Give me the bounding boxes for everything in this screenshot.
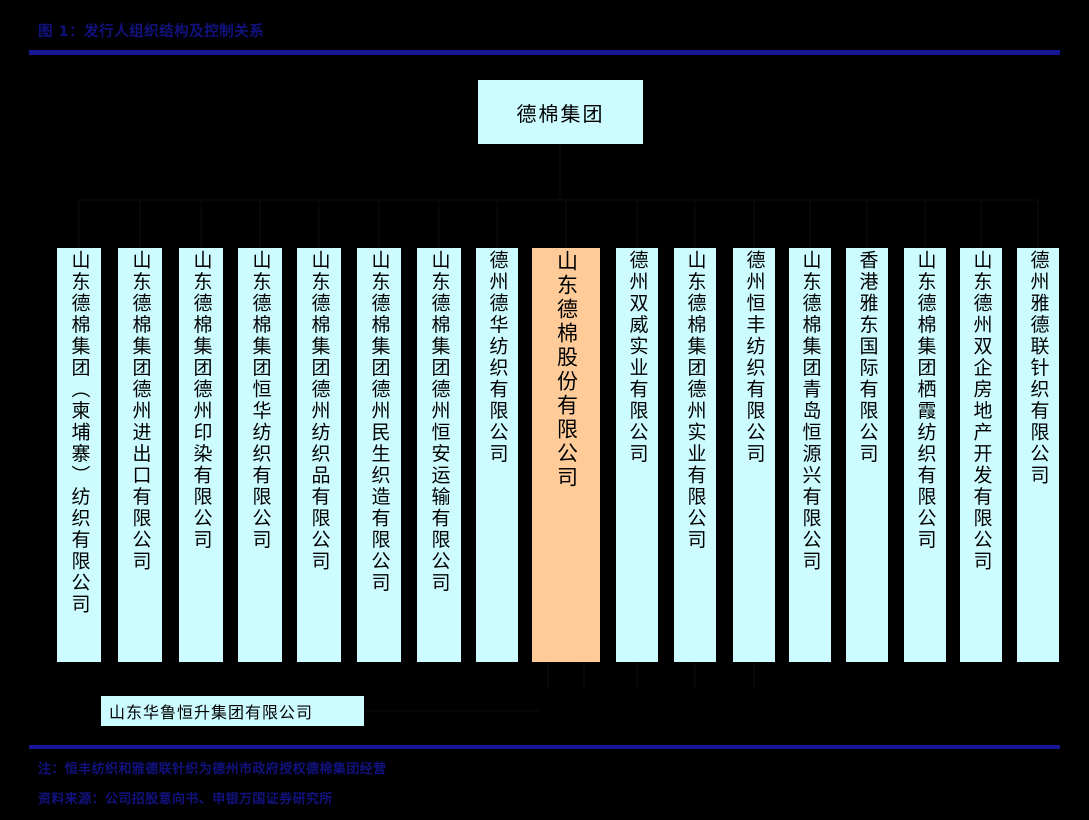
footer-divider	[29, 745, 1060, 749]
org-node-root: 德棉集团	[478, 80, 643, 144]
org-node-subsidiary: 山东德棉集团德州实业有限公司	[674, 248, 716, 662]
org-node-subsidiary: 德州双威实业有限公司	[616, 248, 658, 662]
org-node-subsidiary: 山东德棉集团栖霞纺织有限公司	[904, 248, 946, 662]
org-node-subsidiary: 山东德棉股份有限公司	[532, 248, 600, 662]
org-node-subsidiary-label: 德州恒丰纺织有限公司	[743, 250, 766, 465]
org-node-subsidiary: 山东德州双企房地产开发有限公司	[960, 248, 1002, 662]
org-node-subsidiary-label: 山东德棉集团德州恒安运输有限公司	[428, 250, 451, 594]
org-node-subsidiary: 山东德棉集团德州恒安运输有限公司	[417, 248, 461, 662]
org-node-subsidiary-label: 德州双威实业有限公司	[626, 250, 649, 465]
org-node-bottom: 山东华鲁恒升集团有限公司	[101, 696, 364, 726]
org-node-subsidiary-label: 山东德棉集团德州民生织造有限公司	[368, 250, 391, 594]
footer-note: 注：恒丰纺织和雅德联针织为德州市政府授权德棉集团经营	[38, 762, 387, 777]
org-node-subsidiary: 山东德棉集团德州民生织造有限公司	[357, 248, 401, 662]
org-node-subsidiary-label: 山东德棉集团德州进出口有限公司	[129, 250, 152, 573]
org-node-subsidiary-label: 香港雅东国际有限公司	[856, 250, 879, 465]
org-subsidiary-row: 山东德棉集团（柬埔寨）纺织有限公司 山东德棉集团德州进出口有限公司 山东德棉集团德州…	[0, 248, 1089, 662]
org-node-subsidiary: 山东德棉集团（柬埔寨）纺织有限公司	[57, 248, 101, 662]
footer-source: 资料来源：公司招股意向书、申银万国证券研究所	[38, 792, 333, 807]
org-node-subsidiary: 山东德棉集团德州纺织品有限公司	[297, 248, 341, 662]
org-node-subsidiary-label: 山东德棉集团德州实业有限公司	[684, 250, 707, 551]
org-node-subsidiary-label: 山东德棉集团恒华纺织有限公司	[249, 250, 272, 551]
org-node-subsidiary-label: 德州德华纺织有限公司	[486, 250, 509, 465]
org-node-subsidiary: 山东德棉集团德州印染有限公司	[179, 248, 223, 662]
org-node-subsidiary: 山东德棉集团德州进出口有限公司	[118, 248, 162, 662]
org-node-subsidiary-label: 山东德州双企房地产开发有限公司	[970, 250, 993, 573]
org-node-bottom-label: 山东华鲁恒升集团有限公司	[109, 703, 314, 722]
org-node-subsidiary-label: 山东德棉集团青岛恒源兴有限公司	[799, 250, 822, 573]
org-node-subsidiary-label: 山东德棉集团德州印染有限公司	[190, 250, 213, 551]
org-node-subsidiary: 山东德棉集团青岛恒源兴有限公司	[789, 248, 831, 662]
org-node-subsidiary: 德州德华纺织有限公司	[476, 248, 518, 662]
header-divider	[29, 50, 1060, 55]
org-node-subsidiary: 香港雅东国际有限公司	[846, 248, 888, 662]
org-node-root-label: 德棉集团	[516, 101, 605, 126]
org-node-subsidiary-label: 山东德棉集团（柬埔寨）纺织有限公司	[68, 250, 91, 616]
page-title: 图 1：发行人组织结构及控制关系	[38, 24, 265, 40]
org-node-subsidiary: 德州雅德联针织有限公司	[1017, 248, 1059, 662]
org-node-subsidiary: 德州恒丰纺织有限公司	[733, 248, 775, 662]
org-node-subsidiary-label: 山东德棉股份有限公司	[554, 250, 579, 490]
org-node-subsidiary: 山东德棉集团恒华纺织有限公司	[238, 248, 282, 662]
org-node-subsidiary-label: 山东德棉集团德州纺织品有限公司	[308, 250, 331, 573]
org-node-subsidiary-label: 山东德棉集团栖霞纺织有限公司	[914, 250, 937, 551]
org-node-subsidiary-label: 德州雅德联针织有限公司	[1027, 250, 1050, 487]
